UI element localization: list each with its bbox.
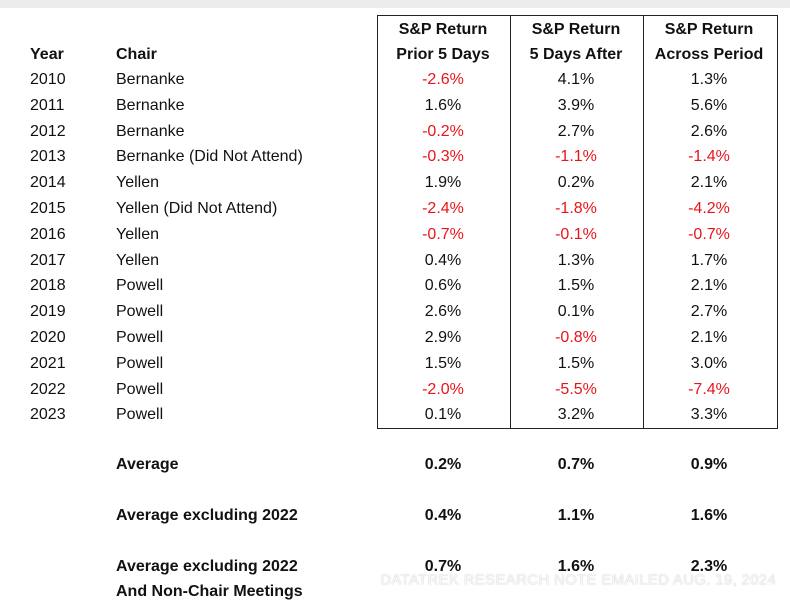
column-header: Prior 5 Days [396, 46, 490, 63]
header-year: Year [30, 46, 64, 63]
year-cell: 2012 [30, 122, 66, 140]
summary-value: 1.6% [690, 507, 728, 524]
return-cell: -4.2% [688, 200, 730, 217]
chair-cell: Powell [116, 303, 164, 321]
year-cell: 2011 [30, 96, 65, 114]
return-cell: -0.7% [688, 225, 730, 243]
return-cell: 0.6% [424, 277, 462, 295]
table-box [377, 15, 778, 429]
return-cell: 2.6% [690, 122, 728, 140]
column-divider [510, 15, 511, 429]
return-cell: 3.9% [557, 96, 595, 114]
chair-cell: Yellen [116, 251, 160, 269]
return-cell: -2.0% [422, 380, 464, 398]
year-cell: 2013 [30, 148, 66, 166]
chair-cell: Powell [116, 406, 164, 424]
return-cell: -1.8% [555, 200, 597, 217]
return-cell: -1.4% [688, 148, 730, 166]
year-cell: 2018 [30, 277, 66, 295]
year-cell: 2016 [30, 225, 66, 243]
column-header: 5 Days After [529, 46, 623, 63]
chair-cell: Bernanke [116, 71, 185, 88]
summary-value: 1.1% [557, 507, 595, 524]
column-header: S&P Return [664, 21, 754, 38]
column-header: S&P Return [531, 21, 621, 38]
return-cell: 1.6% [424, 96, 462, 114]
summary-value: 1.6% [557, 558, 595, 575]
summary-value: 2.3% [690, 558, 728, 575]
return-cell: -5.5% [555, 380, 597, 398]
summary-value: 0.4% [424, 507, 462, 524]
return-cell: 1.3% [557, 251, 595, 269]
return-cell: -0.7% [422, 225, 464, 243]
return-cell: 1.9% [424, 174, 462, 192]
chair-cell: Powell [116, 354, 164, 372]
return-cell: 4.1% [557, 71, 595, 88]
return-cell: 0.1% [424, 406, 462, 424]
chair-cell: Yellen (Did Not Attend) [116, 200, 278, 217]
return-cell: 1.7% [690, 251, 728, 269]
return-cell: 2.9% [424, 329, 462, 346]
return-cell: 0.2% [557, 174, 595, 192]
summary-label: Average excluding 2022 [116, 507, 298, 524]
return-cell: -0.1% [555, 225, 597, 243]
year-cell: 2020 [30, 329, 66, 346]
chair-cell: Powell [116, 380, 164, 398]
watermark: DATATREK RESEARCH NOTE EMAILED AUG. 19, … [380, 571, 776, 589]
top-strip [0, 0, 790, 8]
year-cell: 2017 [30, 251, 66, 269]
summary-value: 0.7% [424, 558, 462, 575]
chair-cell: Yellen [116, 174, 160, 192]
return-cell: -2.6% [422, 71, 464, 88]
year-cell: 2023 [30, 406, 66, 424]
return-cell: -0.3% [422, 148, 464, 166]
summary-label: Average excluding 2022 [116, 558, 298, 575]
chair-cell: Powell [116, 277, 164, 295]
chair-cell: Bernanke [116, 122, 185, 140]
year-cell: 2010 [30, 71, 66, 88]
chair-cell: Bernanke [116, 96, 185, 114]
return-cell: 2.1% [690, 329, 728, 346]
return-cell: 3.0% [690, 354, 728, 372]
summary-label: And Non-Chair Meetings [116, 583, 303, 600]
year-cell: 2022 [30, 380, 66, 398]
return-cell: -1.1% [555, 148, 597, 166]
year-cell: 2021 [30, 354, 66, 372]
summary-label: Average [116, 456, 179, 473]
summary-value: 0.7% [557, 456, 595, 473]
column-header: S&P Return [398, 21, 488, 38]
return-cell: 2.7% [690, 303, 728, 321]
return-cell: -0.8% [555, 329, 597, 346]
year-cell: 2015 [30, 200, 66, 217]
return-cell: 1.5% [557, 354, 595, 372]
column-divider [643, 15, 644, 429]
return-cell: 2.6% [424, 303, 462, 321]
return-cell: 1.5% [424, 354, 462, 372]
header-chair: Chair [116, 46, 157, 63]
summary-value: 0.2% [424, 456, 462, 473]
column-header: Across Period [654, 46, 764, 63]
year-cell: 2019 [30, 303, 66, 321]
return-cell: 3.3% [690, 406, 728, 424]
return-cell: 3.2% [557, 406, 595, 424]
chair-cell: Yellen [116, 225, 160, 243]
return-cell: 0.4% [424, 251, 462, 269]
return-cell: -2.4% [422, 200, 464, 217]
return-cell: 2.1% [690, 277, 728, 295]
return-cell: -7.4% [688, 380, 730, 398]
return-cell: 0.1% [557, 303, 595, 321]
return-cell: 2.7% [557, 122, 595, 140]
return-cell: 1.5% [557, 277, 595, 295]
return-cell: 1.3% [690, 71, 728, 88]
return-cell: -0.2% [422, 122, 464, 140]
return-cell: 5.6% [690, 96, 728, 114]
year-cell: 2014 [30, 174, 66, 192]
return-cell: 2.1% [690, 174, 728, 192]
chair-cell: Powell [116, 329, 164, 346]
chair-cell: Bernanke (Did Not Attend) [116, 148, 303, 166]
summary-value: 0.9% [690, 456, 728, 473]
